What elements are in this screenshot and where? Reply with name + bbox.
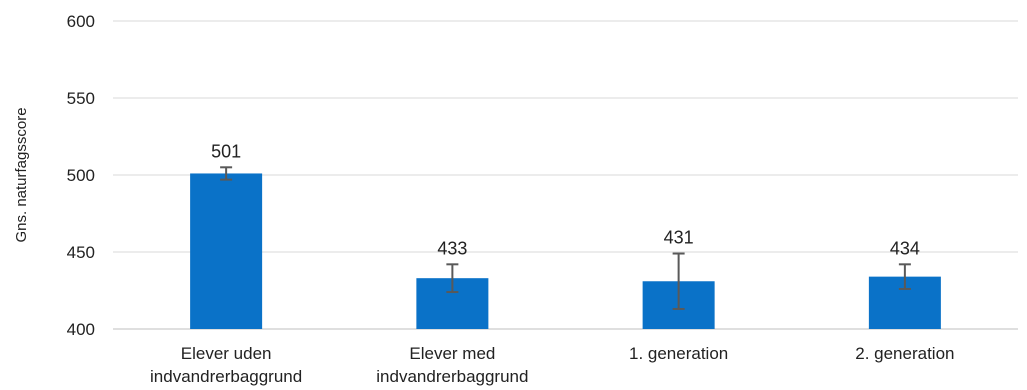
error-bars — [220, 167, 911, 309]
y-tick-label: 400 — [67, 320, 95, 339]
category-label: Elever uden — [181, 344, 272, 363]
y-axis-label: Gns. naturfagsscore — [13, 107, 30, 242]
category-label: indvandrerbaggrund — [150, 367, 302, 386]
bars — [190, 173, 941, 329]
y-axis-ticks: 400 450 500 550 600 — [67, 12, 95, 339]
bar — [190, 173, 262, 329]
data-label: 431 — [664, 228, 694, 248]
data-label: 434 — [890, 238, 920, 258]
y-tick-label: 500 — [67, 166, 95, 185]
data-labels: 501 433 431 434 — [211, 141, 920, 258]
category-label: indvandrerbaggrund — [376, 367, 528, 386]
category-label: Elever med — [409, 344, 495, 363]
data-label: 501 — [211, 141, 241, 161]
category-label: 2. generation — [855, 344, 954, 363]
y-tick-label: 450 — [67, 243, 95, 262]
data-label: 433 — [437, 238, 467, 258]
category-labels: Elever uden indvandrerbaggrund Elever med i… — [150, 344, 954, 386]
y-tick-label: 600 — [67, 12, 95, 31]
y-tick-label: 550 — [67, 89, 95, 108]
category-label: 1. generation — [629, 344, 728, 363]
